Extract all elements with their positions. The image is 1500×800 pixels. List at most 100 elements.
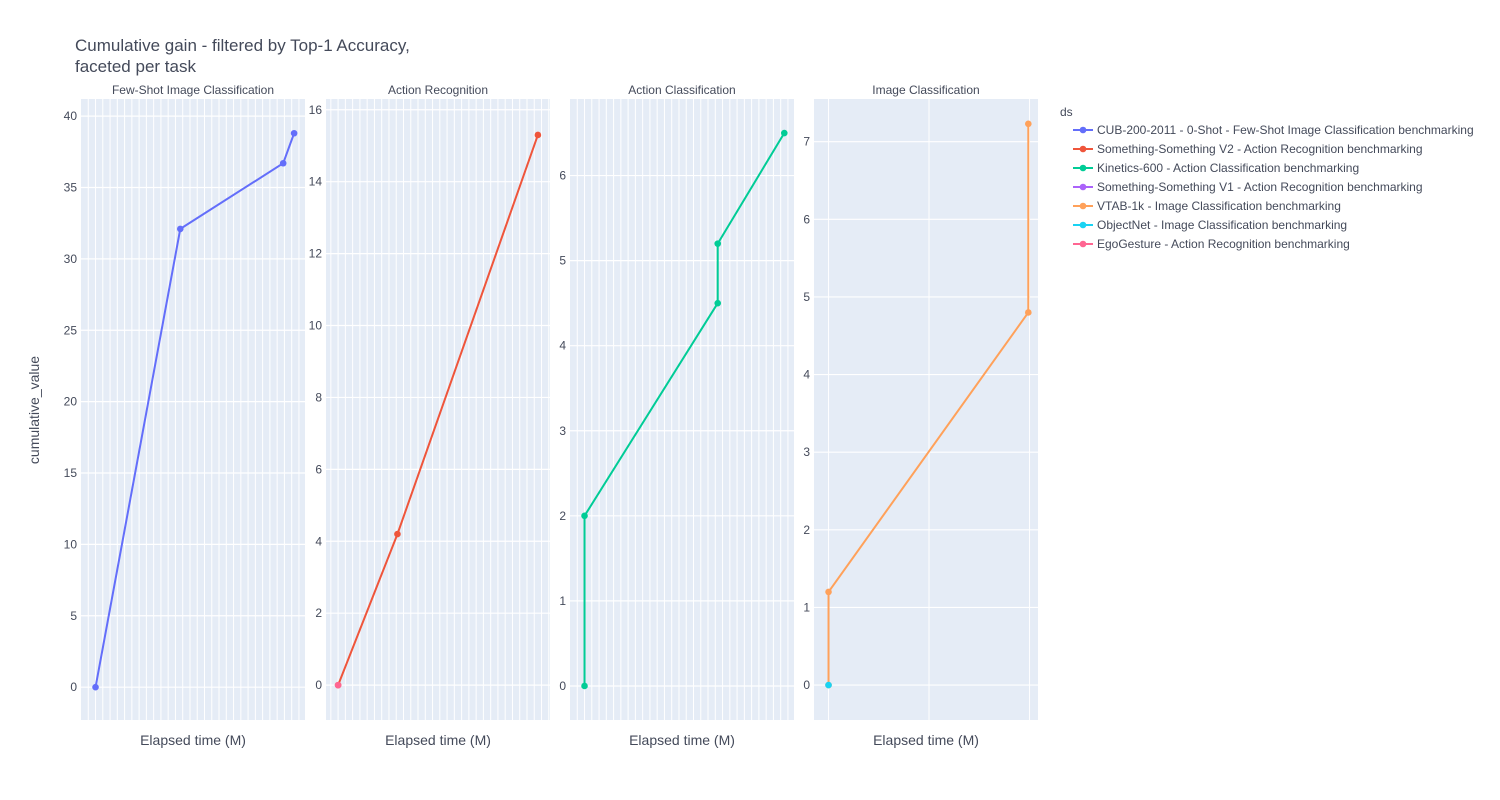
y-tick-label: 0 bbox=[803, 678, 810, 692]
legend-marker-swatch bbox=[1079, 183, 1087, 191]
y-tick-label: 2 bbox=[803, 523, 810, 537]
data-point bbox=[1025, 309, 1032, 316]
series-0 bbox=[92, 129, 298, 691]
y-gridlines bbox=[326, 109, 550, 686]
facet-2: 0 2 4 6 8 10 12 14 16 Action Recognition Elapsed t… bbox=[309, 83, 550, 748]
y-tick-label: 7 bbox=[803, 135, 810, 149]
data-point bbox=[394, 530, 401, 538]
data-point bbox=[825, 681, 832, 689]
facet-plot-area bbox=[570, 99, 794, 720]
data-point bbox=[92, 683, 99, 691]
y-tick-label: 5 bbox=[559, 254, 566, 268]
y-tick-label: 5 bbox=[70, 609, 77, 623]
y-tick-label: 6 bbox=[803, 212, 810, 226]
data-point bbox=[1025, 120, 1032, 128]
y-tick-label: 3 bbox=[803, 445, 810, 459]
series-line bbox=[94, 132, 296, 688]
series-6 bbox=[334, 681, 342, 689]
data-point bbox=[279, 159, 287, 167]
series-line bbox=[827, 123, 1030, 686]
y-tick-label: 0 bbox=[70, 680, 77, 694]
y-tick-label: 3 bbox=[559, 424, 566, 438]
x-gridlines bbox=[330, 99, 550, 720]
legend-label: Something-Something V1 - Action Recognit… bbox=[1097, 180, 1423, 194]
y-tick-label: 12 bbox=[309, 247, 323, 261]
y-tick-label: 2 bbox=[559, 509, 566, 523]
legend-items[interactable]: CUB-200-2011 - 0-Shot - Few-Shot Image C… bbox=[1073, 123, 1474, 251]
y-tick-label: 1 bbox=[803, 600, 810, 614]
y-tick-label: 35 bbox=[64, 181, 78, 195]
y-tick-label: 1 bbox=[559, 594, 566, 608]
facet-title: Action Classification bbox=[628, 83, 735, 97]
y-tick-label: 0 bbox=[559, 679, 566, 693]
legend-item[interactable]: CUB-200-2011 - 0-Shot - Few-Shot Image C… bbox=[1073, 123, 1474, 137]
x-axis-label: Elapsed time (M) bbox=[629, 732, 735, 748]
legend-item[interactable]: VTAB-1k - Image Classification benchmark… bbox=[1073, 199, 1341, 213]
y-axis-label: cumulative_value bbox=[26, 356, 42, 464]
y-tick-label: 10 bbox=[309, 319, 323, 333]
x-gridlines bbox=[576, 99, 789, 720]
y-tick-label: 4 bbox=[803, 368, 810, 382]
y-tick-label: 4 bbox=[315, 534, 322, 548]
legend-item[interactable]: Something-Something V2 - Action Recognit… bbox=[1073, 142, 1423, 156]
y-tick-label: 10 bbox=[64, 537, 78, 551]
data-point bbox=[581, 682, 588, 690]
y-tick-label: 6 bbox=[559, 169, 566, 183]
legend-title: ds bbox=[1060, 105, 1073, 119]
facet-3: 0 1 2 3 4 5 6 Action Classification Elapsed time… bbox=[559, 83, 794, 748]
y-gridlines bbox=[81, 115, 305, 688]
legend-item[interactable]: Kinetics-600 - Action Classification ben… bbox=[1073, 161, 1359, 175]
legend-label: VTAB-1k - Image Classification benchmark… bbox=[1097, 199, 1341, 213]
series-5 bbox=[825, 681, 832, 689]
legend-marker-swatch bbox=[1079, 202, 1087, 210]
y-tick-label: 6 bbox=[315, 462, 322, 476]
series-2 bbox=[581, 129, 788, 690]
legend-item[interactable]: ObjectNet - Image Classification benchma… bbox=[1073, 218, 1347, 232]
legend-label: Kinetics-600 - Action Classification ben… bbox=[1097, 161, 1359, 175]
legend[interactable]: ds CUB-200-2011 - 0-Shot - Few-Shot Imag… bbox=[1060, 105, 1474, 251]
facet-4: 0 1 2 3 4 5 6 7 Image Classification Elapsed time… bbox=[803, 83, 1038, 748]
x-axis-label: Elapsed time (M) bbox=[873, 732, 979, 748]
facet-plot-area bbox=[814, 99, 1038, 720]
facet-plot-area bbox=[81, 99, 305, 720]
y-tick-label: 40 bbox=[64, 109, 78, 123]
chart-title-line-1: Cumulative gain - filtered by Top-1 Accu… bbox=[75, 36, 410, 55]
data-point bbox=[334, 681, 342, 689]
y-tick-label: 0 bbox=[315, 678, 322, 692]
facet-1: 0 5 10 15 20 25 30 35 40 Few-Shot Image Classific… bbox=[64, 83, 305, 748]
y-tick-label: 8 bbox=[315, 390, 322, 404]
y-tick-label: 25 bbox=[64, 323, 78, 337]
legend-label: ObjectNet - Image Classification benchma… bbox=[1097, 218, 1347, 232]
facet-title: Action Recognition bbox=[388, 83, 488, 97]
legend-marker-swatch bbox=[1079, 164, 1087, 172]
y-tick-label: 30 bbox=[64, 252, 78, 266]
facet-title: Few-Shot Image Classification bbox=[112, 83, 274, 97]
y-tick-label: 4 bbox=[559, 339, 566, 353]
y-tick-label: 5 bbox=[803, 290, 810, 304]
chart-title-line-2: faceted per task bbox=[75, 57, 196, 76]
legend-item[interactable]: Something-Something V1 - Action Recognit… bbox=[1073, 180, 1423, 194]
legend-item[interactable]: EgoGesture - Action Recognition benchmar… bbox=[1073, 237, 1350, 251]
facet-title: Image Classification bbox=[872, 83, 979, 97]
y-gridlines bbox=[814, 141, 1038, 686]
data-point bbox=[290, 129, 298, 137]
y-tick-label: 15 bbox=[64, 466, 78, 480]
x-axis-label: Elapsed time (M) bbox=[140, 732, 246, 748]
y-tick-label: 2 bbox=[315, 606, 322, 620]
y-tick-label: 16 bbox=[309, 103, 323, 117]
legend-label: Something-Something V2 - Action Recognit… bbox=[1097, 142, 1423, 156]
legend-label: EgoGesture - Action Recognition benchmar… bbox=[1097, 237, 1350, 251]
legend-label: CUB-200-2011 - 0-Shot - Few-Shot Image C… bbox=[1097, 123, 1474, 137]
legend-marker-swatch bbox=[1079, 240, 1087, 248]
legend-marker-swatch bbox=[1079, 126, 1087, 134]
data-point bbox=[825, 588, 832, 596]
y-tick-label: 14 bbox=[309, 175, 323, 189]
data-point bbox=[714, 240, 722, 247]
legend-marker-swatch bbox=[1079, 145, 1087, 153]
y-gridlines bbox=[570, 174, 794, 687]
data-point bbox=[176, 225, 184, 233]
y-tick-label: 20 bbox=[64, 395, 78, 409]
data-point bbox=[781, 129, 788, 137]
